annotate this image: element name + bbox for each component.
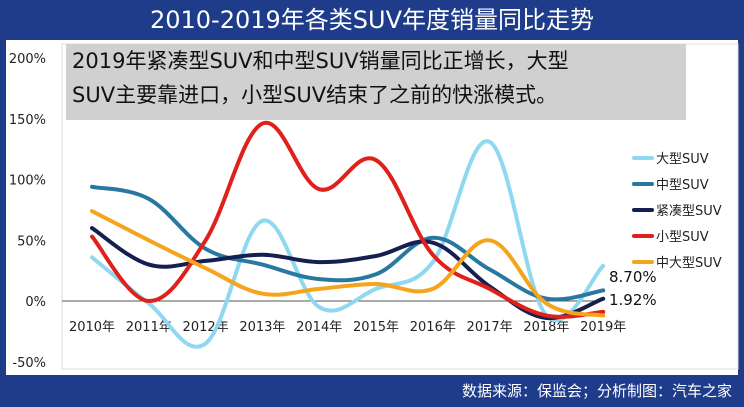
x-tick-label: 2017年	[467, 320, 513, 335]
title-bar	[0, 0, 744, 40]
annotation-line-2: SUV主要靠进口，小型SUV结束了之前的快涨模式。	[72, 83, 558, 107]
footer-bar	[0, 375, 744, 407]
annotation-box	[66, 44, 686, 120]
right-frame-bar	[738, 40, 744, 380]
series-line-1	[90, 184, 606, 302]
y-tick-label: 200%	[9, 52, 46, 67]
x-tick-label: 2018年	[523, 320, 569, 335]
series-line-0	[90, 139, 606, 349]
legend-item: 紧凑型SUV	[656, 204, 722, 219]
legend-item: 中型SUV	[656, 178, 709, 193]
x-tick-label: 2012年	[183, 320, 229, 335]
x-tick-label: 2010年	[69, 320, 115, 335]
source-note: 数据来源：保监会；分析制图：汽车之家	[461, 382, 732, 400]
legend-item: 小型SUV	[656, 230, 709, 245]
legend-item: 中大型SUV	[656, 256, 722, 271]
page-title: 2010-2019年各类SUV年度销量同比走势	[149, 6, 595, 34]
y-tick-label: 0%	[25, 295, 46, 310]
annotation-line-1: 2019年紧凑型SUV和中型SUV销量同比正增长，大型	[72, 49, 569, 73]
y-tick-label: -50%	[12, 356, 46, 371]
data-label: 1.92%	[609, 291, 657, 309]
x-tick-label: 2019年	[580, 320, 626, 335]
legend-item: 大型SUV	[656, 152, 709, 167]
x-tick-label: 2011年	[126, 320, 172, 335]
x-tick-label: 2015年	[353, 320, 399, 335]
data-label: 8.70%	[609, 268, 657, 286]
y-tick-label: 100%	[9, 174, 46, 189]
y-tick-label: 50%	[17, 234, 46, 249]
left-frame-bar	[0, 40, 6, 380]
y-tick-label: 150%	[9, 113, 46, 128]
x-tick-label: 2013年	[239, 320, 285, 335]
series-line-4	[90, 209, 606, 318]
x-tick-label: 2016年	[410, 320, 456, 335]
x-tick-label: 2014年	[296, 320, 342, 335]
series-line-3	[90, 120, 606, 319]
